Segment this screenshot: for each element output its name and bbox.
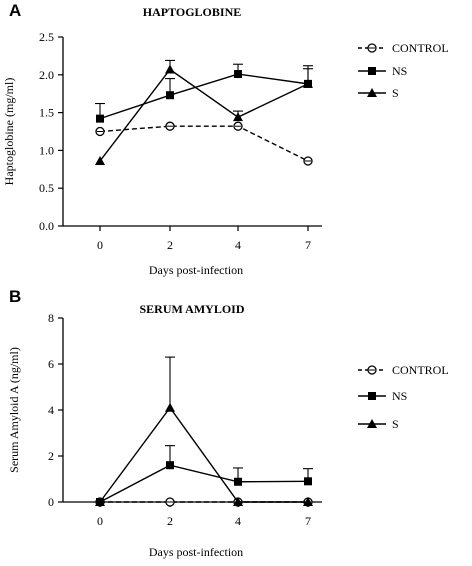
panel-b-x-tick-label: 0 xyxy=(97,514,103,528)
panel-b-series-s-point xyxy=(303,497,313,506)
panel-a-series-ns-line xyxy=(99,73,309,120)
panel-b-legend-marker xyxy=(367,419,377,428)
panel-a-letter: A xyxy=(9,1,21,20)
panel-a-y-tick-label: 2.5 xyxy=(39,30,54,44)
panel-a-legend-marker xyxy=(368,67,376,75)
panel-b-y-tick-label: 2 xyxy=(48,449,54,463)
panel-a-series-s-line xyxy=(99,68,309,162)
panel-a-series-s-point xyxy=(95,155,105,165)
panel-b: B SERUM AMYLOID 0 2 4 6 8 0 2 4 7 Days post-infecti… xyxy=(7,287,449,559)
panel-b-x-tick-label: 4 xyxy=(235,514,241,528)
panel-a-y-tick-label: 1.0 xyxy=(39,143,54,157)
panel-a-title: HAPTOGLOBINE xyxy=(143,5,241,19)
panel-b-y-tick-label: 6 xyxy=(48,357,54,371)
panel-b-legend-label: CONTROL xyxy=(392,363,449,377)
panel-a-series-ns-point xyxy=(96,114,104,123)
panel-a-y-tick-label: 2.0 xyxy=(39,68,54,82)
panel-a-series-s-point xyxy=(165,64,175,74)
panel-a-y-tick-label: 1.5 xyxy=(39,106,54,120)
panel-b-series-s xyxy=(95,356,313,506)
panel-b-y-tick-label: 0 xyxy=(48,495,54,509)
panel-a-x-tick-label: 0 xyxy=(97,238,103,252)
panel-b-letter: B xyxy=(9,287,21,306)
panel-b-x-axis-label: Days post-infection xyxy=(149,545,243,559)
panel-b-legend-s: S xyxy=(358,417,399,431)
panel-a-series-s-point xyxy=(233,112,243,122)
panel-b-y-tick-label: 4 xyxy=(48,403,54,417)
panel-b-series-s-point xyxy=(233,497,243,506)
panel-a-legend-ns: NS xyxy=(358,64,407,78)
panel-a-series-ns-point xyxy=(234,70,242,79)
panel-b-series-ns-line xyxy=(99,464,309,503)
panel-a-legend-s: S xyxy=(358,86,399,100)
panel-b-legend-marker xyxy=(367,365,377,375)
panel-b-series-control-point xyxy=(165,497,175,507)
panel-a-x-axis-label: Days post-infection xyxy=(149,263,243,277)
panel-a-x-tick-label: 2 xyxy=(167,238,173,252)
panel-b-series-ns-point xyxy=(304,477,312,486)
panel-a-legend-label: CONTROL xyxy=(392,41,449,55)
panel-b-series-ns-point xyxy=(234,477,242,486)
panel-a-series-control-point xyxy=(165,121,175,131)
panel-b-series-s-point xyxy=(165,402,175,412)
panel-a-series-control-point xyxy=(95,126,105,137)
panel-a-y-tick-label: 0.5 xyxy=(39,181,54,195)
panel-b-legend-label: NS xyxy=(392,389,407,403)
panel-a-series-s-point xyxy=(303,78,313,88)
panel-b-y-tick-label: 8 xyxy=(48,311,54,325)
panel-b-x-tick-label: 7 xyxy=(305,514,311,528)
panel-b-title: SERUM AMYLOID xyxy=(139,302,244,316)
panel-b-legend-label: S xyxy=(392,417,399,431)
panel-a-series-control-point xyxy=(233,121,243,131)
panel-a-series-ns-point xyxy=(166,91,174,100)
panel-b-series-ns-point xyxy=(166,461,174,470)
panel-a-legend-control: CONTROL xyxy=(358,41,449,55)
panel-a-y-tick-label: 0.0 xyxy=(39,219,54,233)
panel-a-legend-marker xyxy=(367,43,377,53)
panel-a-y-axis-label: Haptoglobine (mg/ml) xyxy=(2,78,16,186)
panel-a-legend-label: S xyxy=(392,86,399,100)
panel-b-y-axis-label: Serum Amyloid A (ng/ml) xyxy=(7,347,21,473)
panel-b-series-s-line xyxy=(99,406,308,503)
panel-a-x-tick-label: 4 xyxy=(235,238,241,252)
panel-a-series-s xyxy=(95,59,313,165)
panel-b-series-s-point xyxy=(95,497,105,506)
panel-a-legend-label: NS xyxy=(392,64,407,78)
panel-a-series-control-line xyxy=(99,125,309,162)
panel-a: A HAPTOGLOBINE 0.0 0.5 1.0 1.5 2.0 2.5 0 2 4 7 Days … xyxy=(2,1,449,277)
panel-b-x-tick-label: 2 xyxy=(167,514,173,528)
panel-b-legend-control: CONTROL xyxy=(358,363,449,377)
panel-b-legend-ns: NS xyxy=(358,389,407,403)
panel-a-series-control-point xyxy=(303,156,313,166)
panel-a-x-tick-label: 7 xyxy=(305,238,311,252)
panel-a-series-control xyxy=(95,121,313,166)
panel-b-legend-marker xyxy=(368,392,376,400)
panel-a-legend-marker xyxy=(367,88,377,97)
